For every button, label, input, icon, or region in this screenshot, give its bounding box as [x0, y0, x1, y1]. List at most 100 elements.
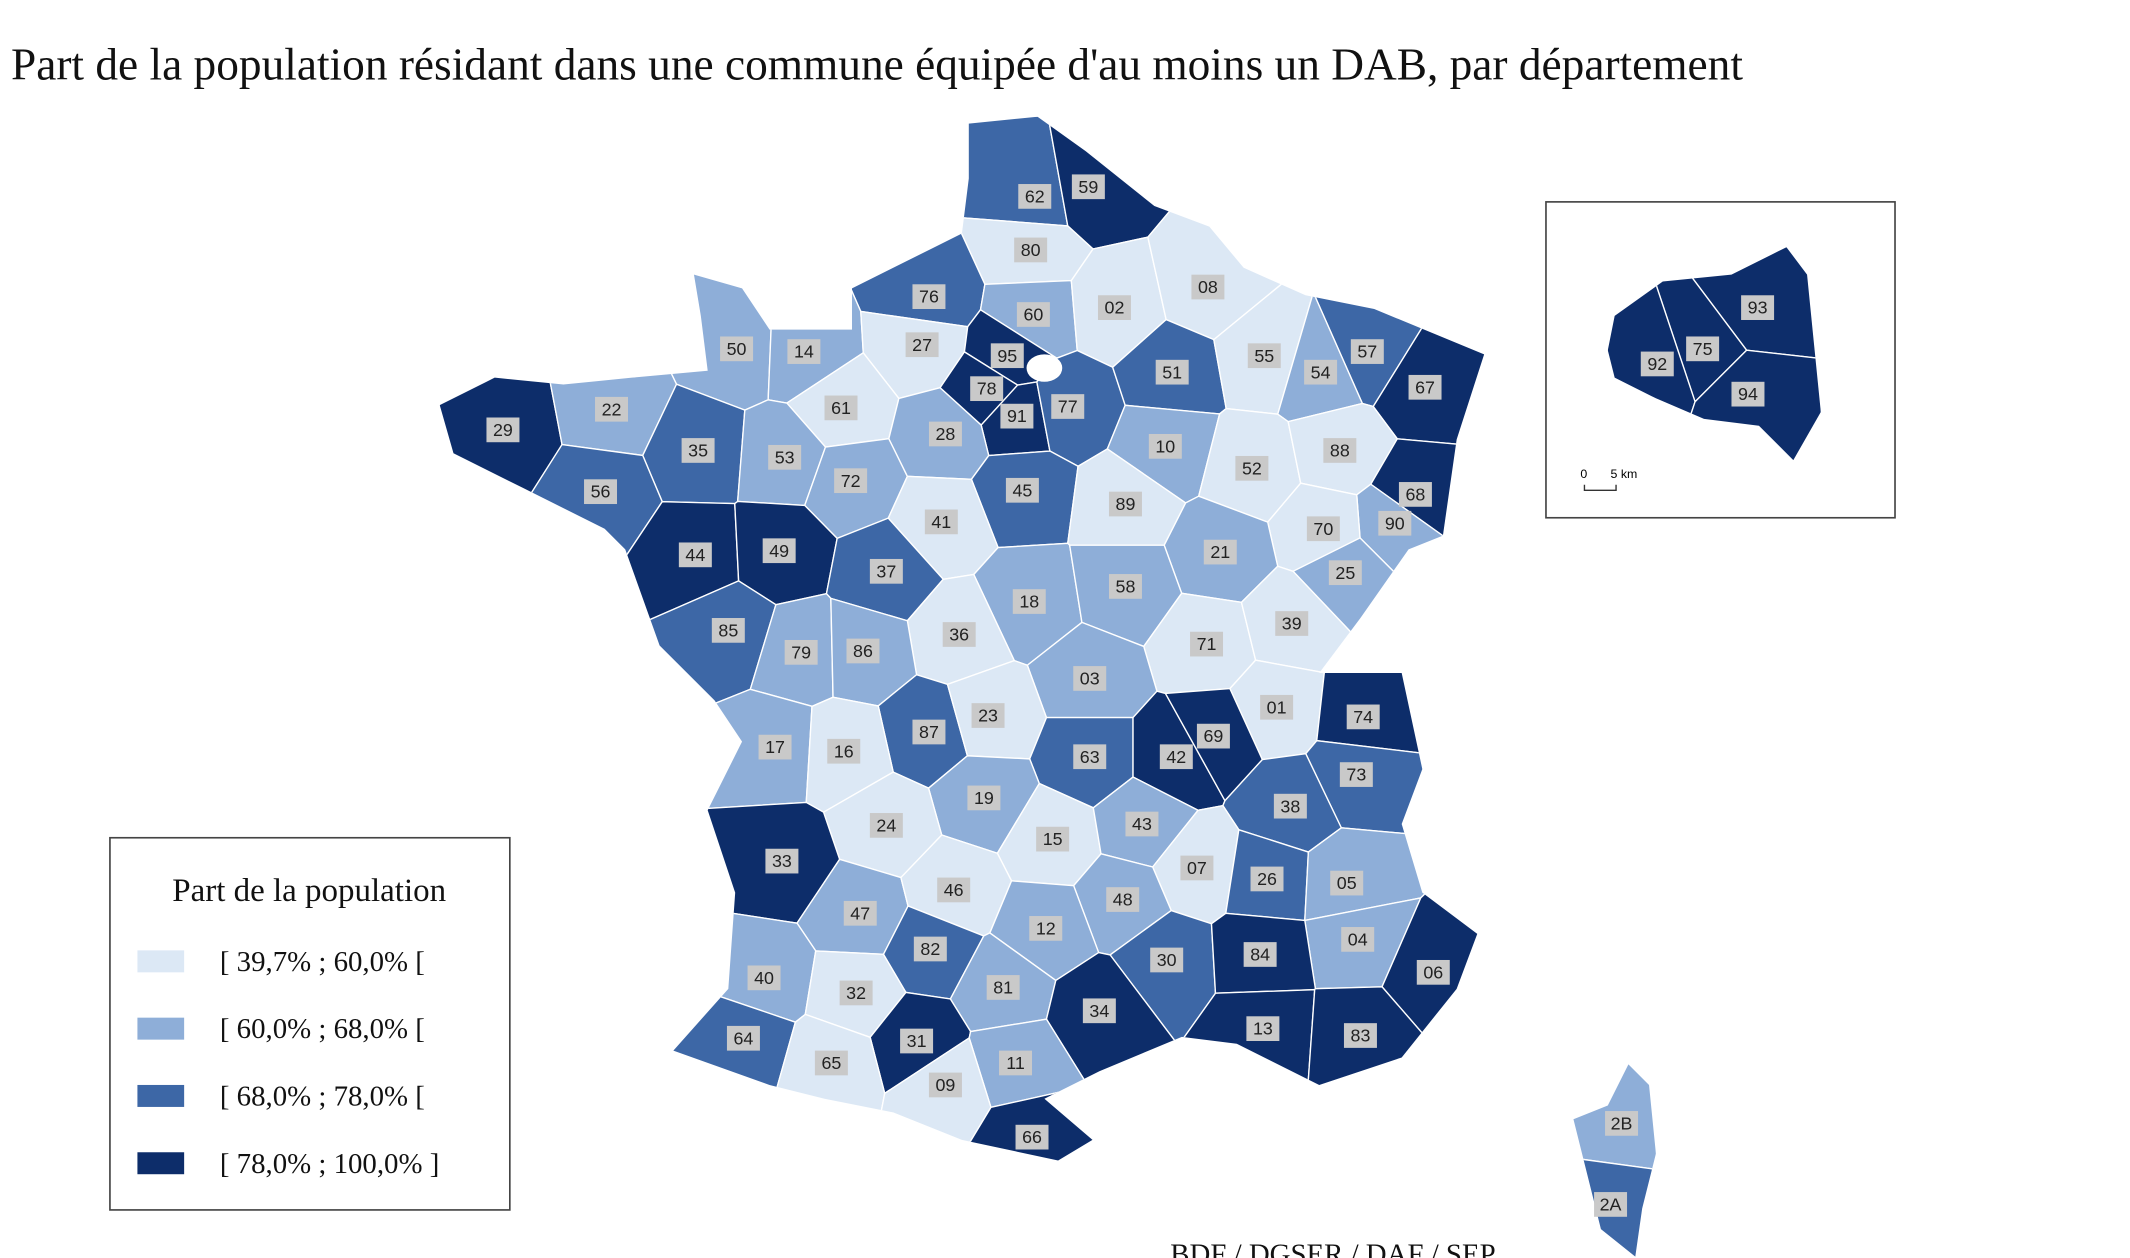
- code-box: [1304, 359, 1338, 385]
- department-code: 08: [1198, 277, 1218, 297]
- department-code: 51: [1162, 362, 1182, 382]
- legend-label: [ 60,0% ; 68,0% [: [220, 1013, 425, 1045]
- department-code: 47: [850, 903, 870, 923]
- code-box: [678, 542, 712, 568]
- code-box: [1343, 1023, 1377, 1048]
- code-box: [900, 1028, 934, 1054]
- department-code: 61: [831, 398, 851, 418]
- code-box: [1036, 826, 1070, 852]
- code-box: [1246, 1016, 1280, 1042]
- department-code: 01: [1267, 697, 1287, 717]
- department: [1294, 986, 1484, 1257]
- department-code: 92: [1647, 354, 1667, 374]
- code-box: [827, 738, 861, 764]
- code-box: [1250, 866, 1284, 892]
- department-code: 30: [1157, 950, 1177, 970]
- department-code: 49: [769, 541, 789, 561]
- department-code: 53: [775, 447, 795, 467]
- department-code: 29: [493, 420, 513, 440]
- department-code: 69: [1203, 726, 1223, 746]
- department-code: 56: [591, 482, 611, 502]
- department: [1356, 483, 1616, 660]
- code-box: [1155, 359, 1189, 385]
- code-box: [1106, 887, 1140, 912]
- code-box: [1275, 611, 1309, 636]
- code-box: [1108, 574, 1142, 599]
- code-box: [1125, 811, 1159, 837]
- code-box: [986, 975, 1020, 1000]
- code-box: [1378, 510, 1412, 536]
- code-box: [765, 848, 799, 874]
- department-code: 60: [1023, 305, 1043, 325]
- department: [439, 443, 664, 865]
- paris-hole: [1026, 354, 1063, 382]
- department-code: 87: [919, 722, 939, 742]
- legend-label: [ 39,7% ; 60,0% [: [220, 946, 425, 978]
- department-code: 05: [1337, 873, 1357, 893]
- department-code: 37: [876, 561, 896, 581]
- department-code: 06: [1423, 962, 1443, 982]
- department-code: 54: [1311, 362, 1331, 382]
- code-box: [1196, 723, 1230, 749]
- code-box: [905, 332, 939, 358]
- legend: [ 39,7% ; 60,0% [[ 60,0% ; 68,0% [[ 68,0…: [137, 946, 439, 1180]
- code-box: [971, 703, 1005, 728]
- code-box: [1005, 477, 1039, 503]
- department-code: 90: [1385, 513, 1405, 533]
- department-code: 17: [765, 737, 785, 757]
- department-code: 23: [978, 706, 998, 726]
- department-code: 76: [919, 287, 939, 307]
- legend-swatch: [137, 1152, 185, 1175]
- department: [1468, 607, 1656, 1235]
- department-code: 52: [1242, 458, 1262, 478]
- department-code: 02: [1105, 298, 1125, 318]
- department-code: 03: [1080, 669, 1100, 689]
- code-box: [1686, 336, 1720, 362]
- code-box: [1731, 381, 1765, 407]
- department-code: 16: [834, 741, 854, 761]
- department-code: 24: [876, 815, 896, 835]
- department-code: 79: [791, 642, 811, 662]
- code-box: [1071, 174, 1105, 200]
- department-code: 67: [1415, 377, 1435, 397]
- code-box: [869, 558, 903, 584]
- department-code: 81: [993, 978, 1013, 998]
- department-code: 10: [1155, 436, 1175, 456]
- code-box: [1741, 295, 1775, 320]
- department: [439, 116, 563, 982]
- code-box: [595, 396, 629, 422]
- code-box: [924, 509, 958, 535]
- department-code: 09: [936, 1075, 956, 1095]
- code-box: [1640, 351, 1674, 377]
- department-code: 25: [1335, 563, 1355, 583]
- department-code: 13: [1253, 1019, 1273, 1039]
- department-code: 71: [1197, 634, 1217, 654]
- code-box: [942, 622, 976, 647]
- department-code: 68: [1405, 485, 1425, 505]
- department-code: 59: [1078, 177, 1098, 197]
- department-code: 35: [688, 441, 708, 461]
- code-box: [1180, 855, 1214, 881]
- code-box: [869, 813, 903, 838]
- department-code: 41: [931, 512, 951, 532]
- code-box: [486, 417, 520, 443]
- department-code: 15: [1043, 829, 1063, 849]
- department-code: 84: [1250, 945, 1270, 965]
- code-box: [768, 444, 802, 470]
- department-code: 62: [1025, 186, 1045, 206]
- code-box: [928, 421, 962, 447]
- department: [1607, 349, 1821, 461]
- scale-end: 5 km: [1611, 467, 1638, 481]
- department-code: 70: [1313, 519, 1333, 539]
- code-box: [720, 336, 754, 362]
- code-box: [990, 343, 1024, 369]
- department-code: 2A: [1600, 1195, 1622, 1215]
- code-box: [787, 339, 821, 364]
- department: [1026, 116, 1349, 250]
- department-code: 64: [734, 1028, 754, 1048]
- department-code: 73: [1346, 765, 1366, 785]
- department-code: 58: [1116, 577, 1136, 597]
- code-box: [1159, 744, 1193, 770]
- department-code: 34: [1089, 1001, 1109, 1021]
